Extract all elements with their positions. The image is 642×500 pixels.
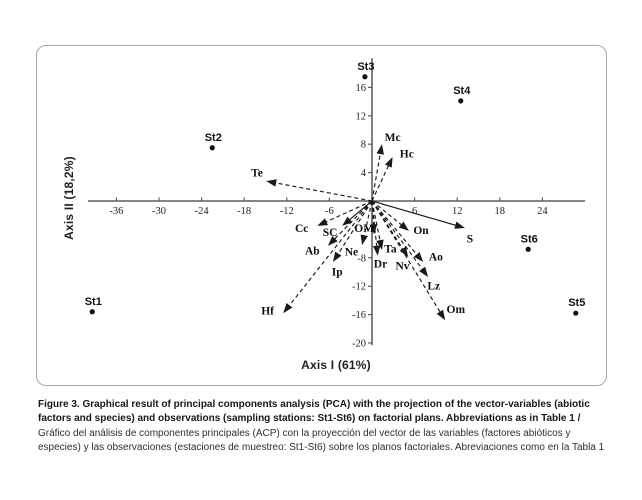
figure-panel — [36, 45, 607, 386]
x-axis-title: Axis I (61%) — [301, 358, 371, 372]
y-tick-label: 12 — [356, 111, 367, 122]
vector-label-Cc: Cc — [295, 223, 308, 235]
vector-arrowhead-Ab — [327, 235, 338, 246]
station-label-St6: St6 — [521, 233, 538, 245]
y-axis-title: Axis II (18,2%) — [62, 156, 76, 240]
vector-arrowhead-Mc — [376, 144, 384, 155]
vector-label-Mc: Mc — [385, 132, 401, 144]
vector-arrowhead-Om — [436, 309, 446, 321]
vector-arrowhead-Dr — [372, 245, 381, 256]
vector-line-Hc — [371, 162, 391, 202]
vector-line-Cc — [322, 200, 373, 224]
x-tick-label: -24 — [195, 206, 210, 217]
vector-arrowhead-Cc — [317, 218, 328, 226]
vector-line-Ao — [371, 200, 420, 258]
vector-label-Lz: Lz — [427, 280, 440, 292]
y-tick-label: 8 — [361, 140, 366, 151]
station-point-St2 — [209, 145, 215, 151]
vector-arrowhead-SC — [342, 216, 353, 226]
y-tick-label: 4 — [361, 168, 367, 179]
station-point-St6 — [525, 246, 531, 252]
vector-label-Te: Te — [251, 168, 263, 180]
station-label-St1: St1 — [85, 296, 102, 308]
x-tick-label: 24 — [537, 206, 548, 217]
vector-line-Te — [272, 181, 373, 202]
y-tick-label: 16 — [356, 83, 367, 94]
vector-arrowhead-On — [398, 221, 409, 231]
x-tick-label: -18 — [237, 206, 251, 217]
station-label-St3: St3 — [357, 61, 374, 73]
vector-label-Nv: Nv — [395, 261, 409, 273]
vector-label-Ta: Ta — [384, 244, 397, 256]
vector-line-SC — [346, 200, 373, 223]
vector-arrowhead-Ta — [376, 239, 384, 250]
vector-label-SC: SC — [323, 227, 338, 239]
vector-label-Ab: Ab — [305, 246, 320, 258]
vector-arrowhead-Ne — [360, 234, 368, 246]
vector-line-Ta — [371, 200, 382, 245]
vector-arrowhead-Hf — [283, 303, 293, 314]
vector-label-Ip: Ip — [332, 266, 343, 278]
vector-arrowhead-Te — [266, 179, 277, 187]
vector-arrowhead-Ip — [332, 251, 342, 263]
pca-plot: -36 -30 -24 -18 -12 -6 6 12 18 24 16 12 8 4 -8 -12 -16 -2… — [85, 58, 585, 350]
x-tick-label: 6 — [412, 206, 417, 217]
y-tick-label: -16 — [352, 310, 366, 321]
caption-spanish: Gráfico del análisis de componentes prin… — [38, 427, 605, 454]
vector-label-S: S — [467, 234, 473, 246]
vector-line-S — [371, 200, 460, 227]
x-tick-label: 18 — [495, 206, 506, 217]
vector-arrowhead-Hc — [384, 156, 393, 168]
vector-label-Hc: Hc — [400, 148, 414, 160]
station-point-St5 — [573, 310, 579, 316]
vector-line-Dr — [371, 200, 378, 250]
vector-arrowhead-S — [454, 221, 466, 229]
station-point-St1 — [89, 309, 95, 315]
caption-english: Figure 3. Graphical result of principal … — [38, 399, 590, 425]
station-point-St4 — [458, 98, 464, 104]
x-tick-label: -36 — [109, 206, 123, 217]
vector-label-Dr: Dr — [374, 258, 387, 270]
station-point-St3 — [362, 74, 368, 80]
x-tick-label: -6 — [325, 206, 334, 217]
vector-arrowhead-Ao — [413, 251, 424, 263]
y-tick-label: -8 — [357, 253, 366, 264]
station-label-St5: St5 — [568, 297, 585, 309]
vector-label-On: On — [413, 225, 429, 237]
vector-label-Om: Om — [447, 304, 466, 316]
vector-label-Ao: Ao — [429, 251, 443, 263]
vector-label-Ne: Ne — [345, 246, 358, 258]
vector-line-Om — [371, 200, 443, 316]
vector-line-Mc — [371, 150, 382, 202]
station-label-St4: St4 — [453, 85, 471, 97]
vector-arrowhead-Lz — [419, 266, 429, 277]
vector-line-Lz — [371, 200, 425, 273]
vector-line-Ab — [331, 200, 373, 242]
x-tick-label: -12 — [280, 206, 294, 217]
y-tick-label: -12 — [352, 282, 366, 293]
vector-label-Hf: Hf — [261, 305, 274, 317]
vector-label-OM: OM — [354, 223, 374, 235]
x-tick-label: 12 — [452, 206, 463, 217]
x-tick-label: -30 — [152, 206, 166, 217]
vector-line-Hf — [286, 200, 373, 309]
vector-arrowhead-Nv — [399, 246, 409, 258]
station-label-St2: St2 — [205, 132, 222, 144]
vector-arrowhead-OM — [369, 224, 378, 235]
y-tick-label: -20 — [352, 339, 366, 350]
figure-caption: Figure 3. Graphical result of principal … — [38, 398, 610, 456]
vector-line-OM — [371, 200, 375, 229]
